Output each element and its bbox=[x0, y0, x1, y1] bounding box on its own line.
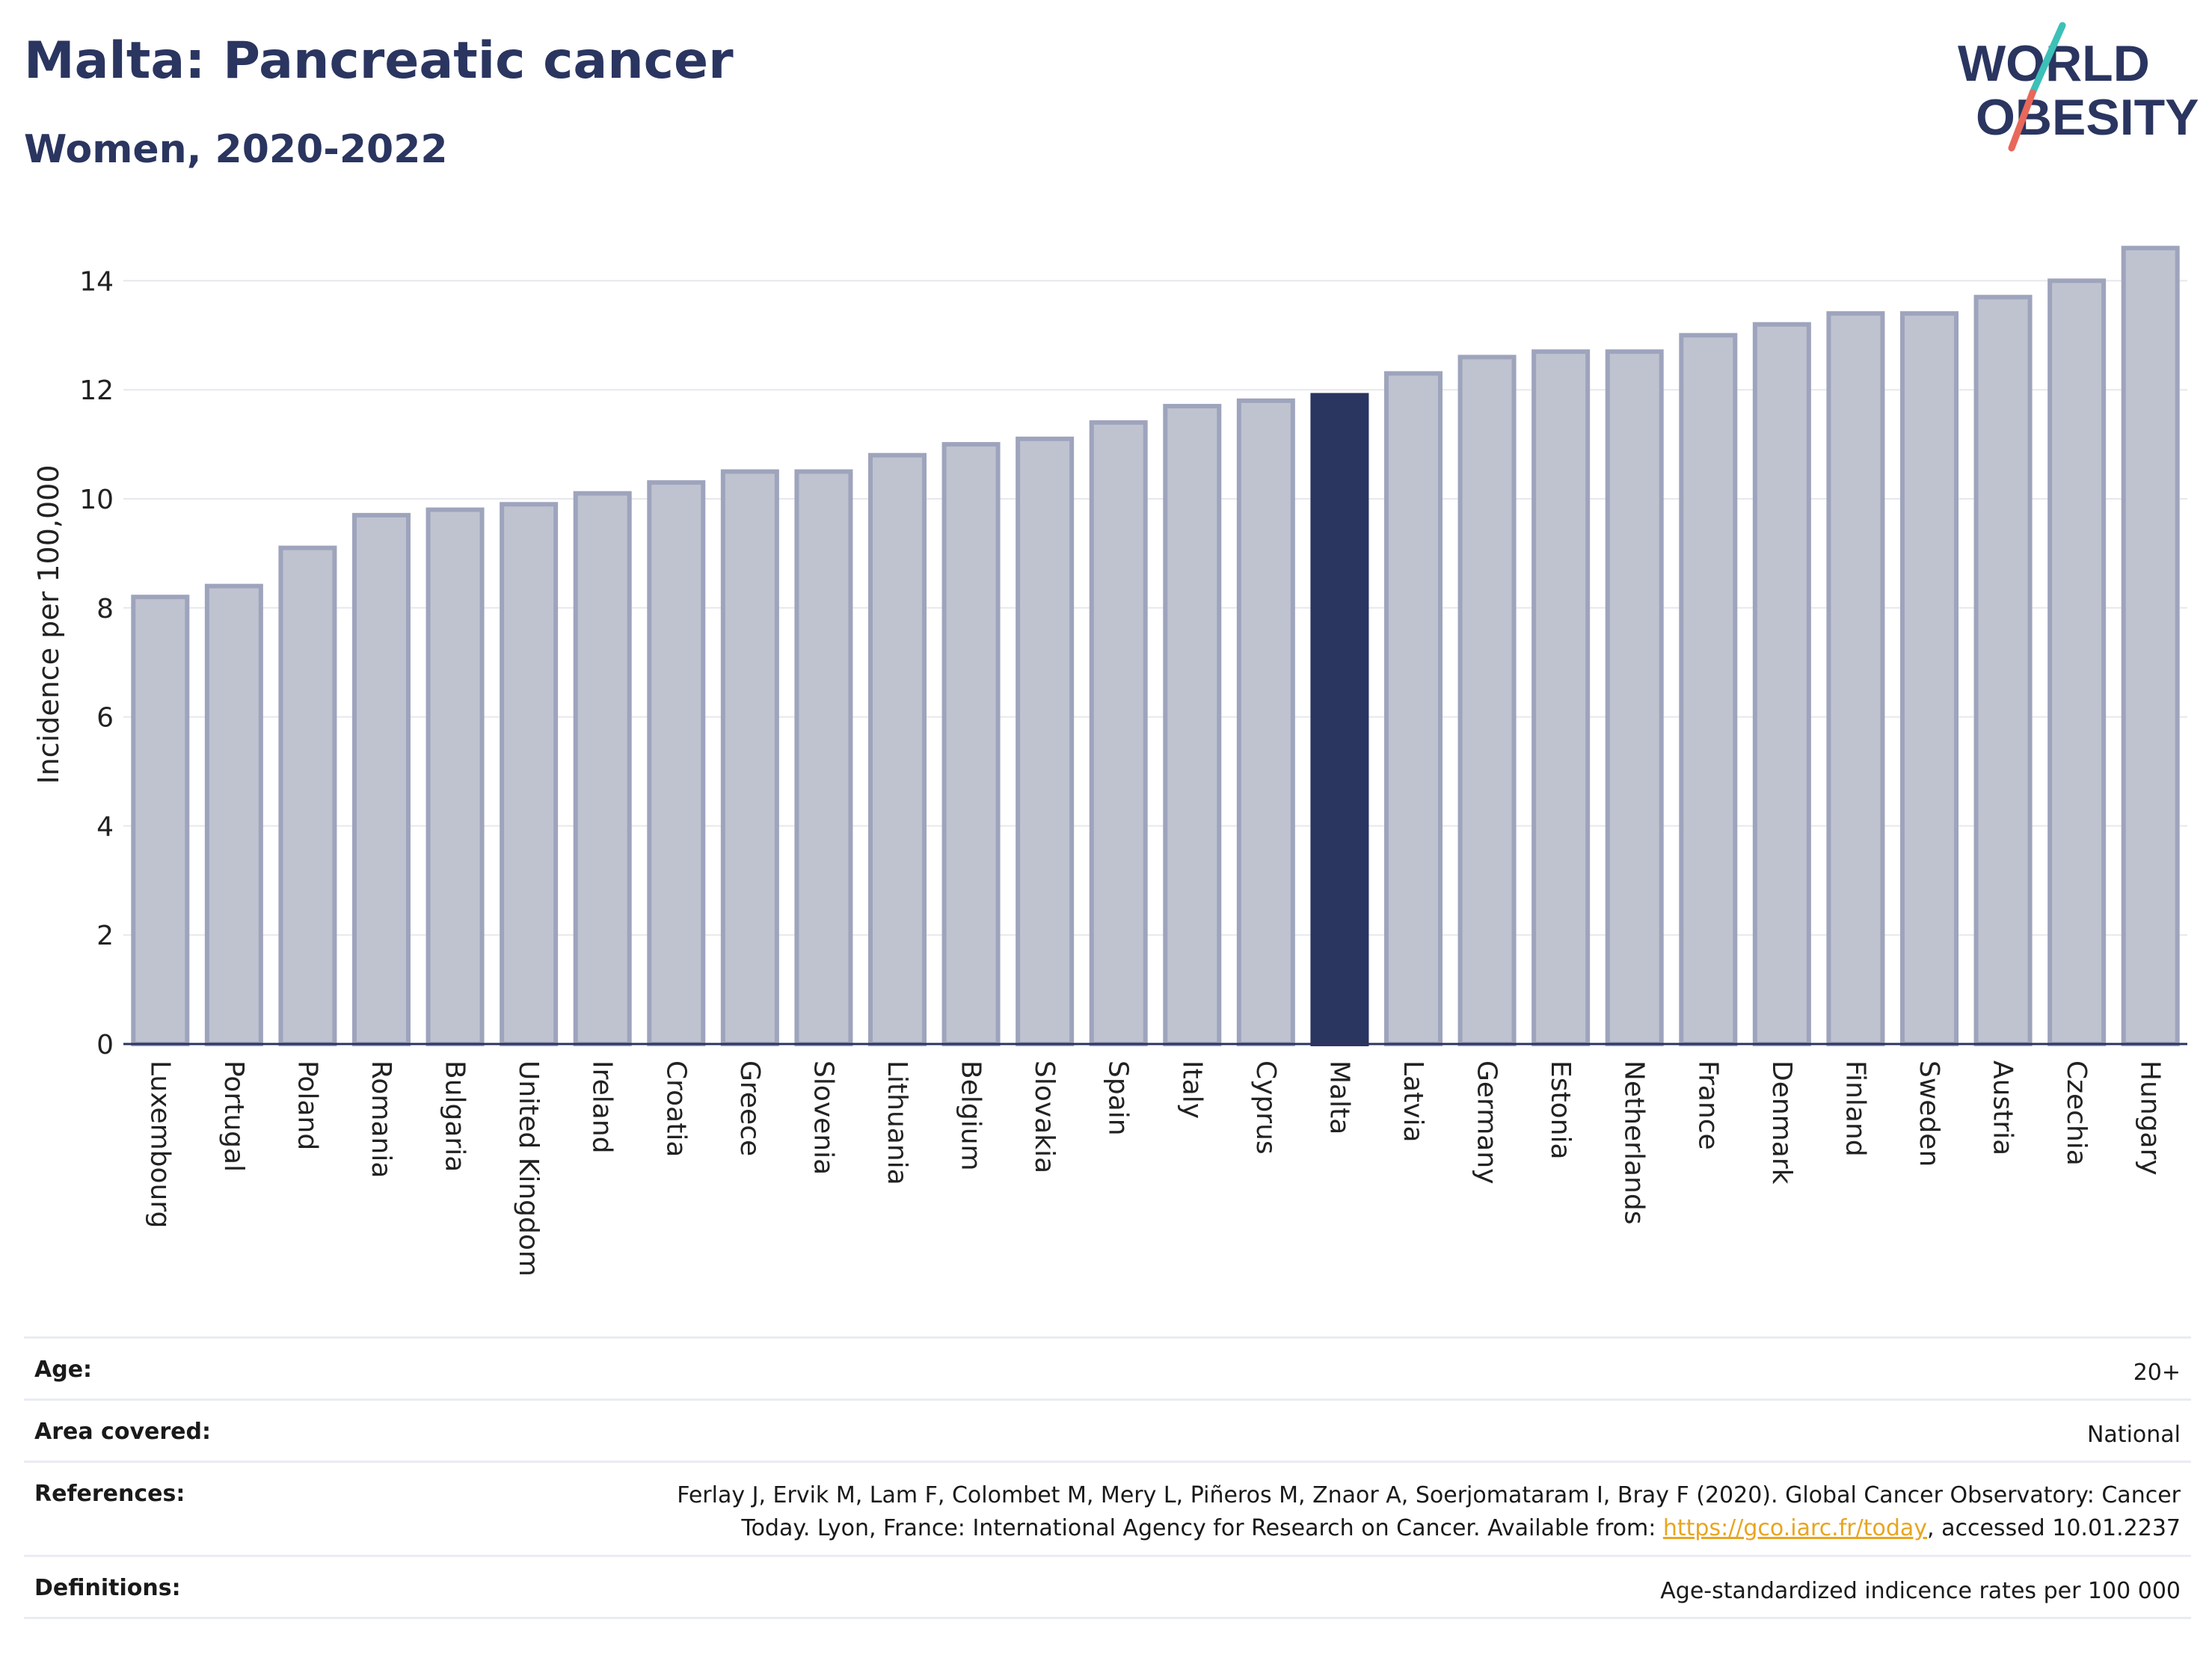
bar-chart: 0 2 4 6 8 10 12 14 Luxembourg Portugal Poland Roman… bbox=[32, 245, 2187, 1277]
x-tick-label: Croatia bbox=[660, 1060, 691, 1157]
meta-row-definitions: Definitions: Age-standardized indicence … bbox=[24, 1555, 2191, 1619]
x-tick-label: Romania bbox=[366, 1060, 396, 1178]
y-axis-label: Incidence per 100,000 bbox=[32, 464, 65, 784]
age-label: Age: bbox=[34, 1357, 93, 1383]
references-link[interactable]: https://gco.iarc.fr/today bbox=[1662, 1514, 1928, 1541]
axes: 0 2 4 6 8 10 12 14 Luxembourg Portugal Poland Roman… bbox=[79, 266, 2187, 1277]
meta-row-age: Age: 20+ bbox=[24, 1336, 2191, 1398]
bar-poland bbox=[278, 545, 337, 1046]
bar-luxembourg bbox=[131, 595, 190, 1046]
bar-lithuania bbox=[868, 452, 927, 1046]
x-tick-label: Denmark bbox=[1766, 1060, 1797, 1185]
bar-estonia bbox=[1531, 349, 1591, 1047]
bar-greece bbox=[720, 469, 779, 1046]
x-tick-label: Luxembourg bbox=[144, 1060, 175, 1228]
bar-spain bbox=[1089, 420, 1148, 1046]
x-tick-label: Czechia bbox=[2061, 1060, 2092, 1166]
bar-cyprus bbox=[1236, 398, 1295, 1046]
y-tick-label: 0 bbox=[96, 1030, 114, 1060]
y-tick-label: 4 bbox=[96, 811, 114, 842]
meta-row-references: References: Ferlay J, Ervik M, Lam F, Co… bbox=[24, 1461, 2191, 1555]
definitions-label: Definitions: bbox=[34, 1575, 181, 1601]
x-tick-label: Slovakia bbox=[1029, 1060, 1060, 1173]
bar-finland bbox=[1826, 311, 1885, 1046]
y-tick-label: 12 bbox=[79, 375, 114, 406]
references-line-2: Today. Lyon, France: International Agenc… bbox=[741, 1514, 2181, 1541]
references-label: References: bbox=[34, 1481, 185, 1507]
x-tick-label: Estonia bbox=[1545, 1060, 1576, 1160]
x-tick-label: Slovenia bbox=[808, 1060, 838, 1175]
x-tick-label: Poland bbox=[292, 1060, 322, 1150]
bar-latvia bbox=[1384, 371, 1443, 1046]
references-line-1: Ferlay J, Ervik M, Lam F, Colombet M, Me… bbox=[677, 1482, 2181, 1508]
area-value: National bbox=[2086, 1422, 2181, 1448]
x-tick-label: Hungary bbox=[2135, 1060, 2166, 1176]
bar-france bbox=[1679, 333, 1738, 1046]
bar-portugal bbox=[204, 583, 263, 1046]
y-tick-label: 10 bbox=[79, 485, 114, 515]
bar-malta bbox=[1310, 393, 1369, 1046]
definitions-value: Age-standardized indicence rates per 100… bbox=[1660, 1578, 2181, 1604]
bar-romania bbox=[352, 512, 411, 1046]
x-tick-label: Malta bbox=[1324, 1060, 1354, 1134]
area-label: Area covered: bbox=[34, 1419, 211, 1445]
y-tick-label: 8 bbox=[96, 594, 114, 624]
x-tick-label: Sweden bbox=[1914, 1060, 1944, 1167]
bar-united-kingdom bbox=[500, 502, 559, 1046]
bar-germany bbox=[1457, 354, 1517, 1046]
metadata-table: Age: 20+ Area covered: National Referenc… bbox=[24, 1336, 2191, 1619]
x-tick-label: Spain bbox=[1103, 1060, 1134, 1136]
references-value: Ferlay J, Ervik M, Lam F, Colombet M, Me… bbox=[677, 1479, 2181, 1544]
x-tick-label: Italy bbox=[1176, 1060, 1207, 1119]
bar-sweden bbox=[1900, 311, 1958, 1046]
x-tick-label: Netherlands bbox=[1619, 1060, 1650, 1224]
bar-netherlands bbox=[1605, 349, 1664, 1047]
meta-row-area: Area covered: National bbox=[24, 1398, 2191, 1461]
y-tick-label: 6 bbox=[96, 703, 114, 734]
x-tick-label: Finland bbox=[1840, 1060, 1870, 1157]
x-tick-label: Portugal bbox=[218, 1060, 249, 1172]
bar-italy bbox=[1163, 404, 1222, 1046]
y-tick-label: 2 bbox=[96, 921, 114, 951]
x-tick-label: Ireland bbox=[587, 1060, 618, 1154]
bars bbox=[131, 245, 2180, 1047]
logo-slash-coral-icon bbox=[2008, 89, 2036, 152]
x-tick-label: Belgium bbox=[956, 1060, 986, 1171]
x-tick-label: United Kingdom bbox=[513, 1060, 544, 1277]
bar-denmark bbox=[1752, 322, 1811, 1047]
x-tick-label: France bbox=[1692, 1060, 1723, 1150]
bar-ireland bbox=[573, 491, 632, 1046]
bar-bulgaria bbox=[425, 507, 485, 1046]
bar-hungary bbox=[2121, 245, 2180, 1046]
bar-slovenia bbox=[794, 469, 853, 1046]
x-tick-label: Cyprus bbox=[1250, 1060, 1281, 1155]
x-tick-label: Latvia bbox=[1398, 1060, 1428, 1143]
bar-slovakia bbox=[1016, 436, 1075, 1046]
bar-austria bbox=[1973, 295, 2033, 1046]
chart-subtitle: Women, 2020-2022 bbox=[24, 127, 448, 172]
x-tick-label: Austria bbox=[1988, 1060, 2018, 1155]
x-tick-label: Lithuania bbox=[882, 1060, 912, 1185]
world-obesity-logo: WORLD OBESITY bbox=[1958, 22, 2199, 152]
x-tick-label: Greece bbox=[734, 1060, 765, 1156]
x-tick-label: Bulgaria bbox=[440, 1060, 470, 1172]
bar-czechia bbox=[2047, 278, 2107, 1046]
age-value: 20+ bbox=[2133, 1360, 2181, 1386]
x-tick-label: Germany bbox=[1472, 1060, 1502, 1184]
y-tick-label: 14 bbox=[79, 266, 114, 297]
bar-croatia bbox=[647, 480, 706, 1046]
bar-belgium bbox=[941, 442, 1001, 1046]
logo-slash-teal-icon bbox=[2029, 22, 2066, 96]
chart-title: Malta: Pancreatic cancer bbox=[24, 31, 734, 90]
